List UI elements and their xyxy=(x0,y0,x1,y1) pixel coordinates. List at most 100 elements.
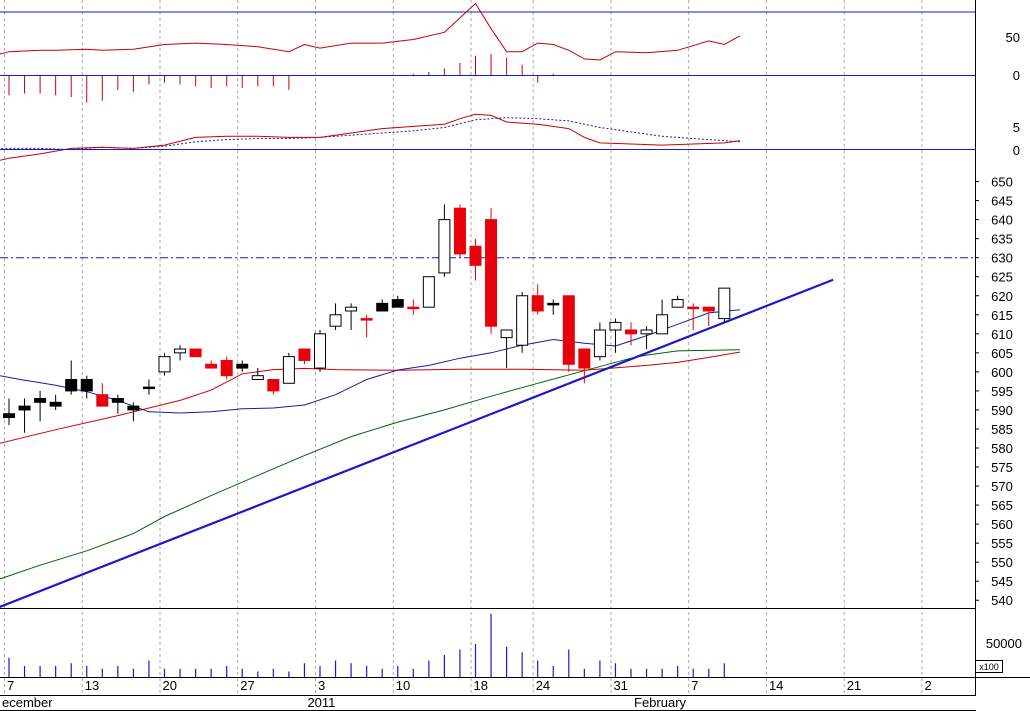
price-tick-label: 630 xyxy=(991,251,1013,266)
month-label: 2011 xyxy=(307,695,335,710)
candle-body xyxy=(453,207,466,255)
oscillator-panel-1 xyxy=(0,2,741,103)
candle-body xyxy=(314,333,326,369)
date-tick-label: 24 xyxy=(536,678,550,693)
date-axis: 7 13 20 27 3 10 18 24 31 7 14 21 2 ecember 2011 Februar… xyxy=(2,678,932,710)
candle-body xyxy=(469,245,482,266)
candle-body xyxy=(702,306,715,312)
price-tick-label: 645 xyxy=(991,194,1013,209)
candle-body xyxy=(422,276,435,308)
candle-body xyxy=(65,378,78,392)
price-tick-label: 640 xyxy=(991,213,1013,228)
candle-body xyxy=(189,348,202,358)
candle-body xyxy=(3,413,15,419)
candle-body xyxy=(438,219,451,274)
price-tick-label: 610 xyxy=(991,327,1013,342)
price-tick-label: 565 xyxy=(991,498,1013,513)
candle-body xyxy=(236,363,249,369)
candle-body xyxy=(360,318,373,321)
candle-body xyxy=(127,405,140,411)
date-tick-label: 14 xyxy=(769,678,783,693)
price-tick-label: 590 xyxy=(991,403,1013,418)
vertical-grid xyxy=(4,0,923,695)
price-tick-label: 540 xyxy=(991,593,1013,608)
candle-body xyxy=(49,401,62,407)
date-tick-label: 13 xyxy=(85,678,99,693)
candle-body xyxy=(96,394,109,407)
month-label: February xyxy=(634,695,687,710)
candle-body xyxy=(220,359,233,377)
candle-body xyxy=(345,306,358,312)
candle-body xyxy=(531,295,544,312)
candle-body xyxy=(578,348,591,369)
candle-body xyxy=(282,356,295,384)
price-tick-label: 560 xyxy=(991,517,1013,532)
price-tick-label: 575 xyxy=(991,460,1013,475)
candle-body xyxy=(671,299,684,308)
candle-body xyxy=(174,348,187,354)
date-tick-label: 18 xyxy=(474,678,488,693)
candle-body xyxy=(687,306,700,310)
moving-average-mid xyxy=(0,351,740,444)
month-label: ecember xyxy=(2,695,53,710)
candle-body xyxy=(267,378,280,392)
price-tick-label: 605 xyxy=(991,346,1013,361)
date-tick-label: 21 xyxy=(847,678,861,693)
candle-body xyxy=(407,306,420,310)
date-tick-label: 7 xyxy=(7,678,14,693)
candle-body xyxy=(656,314,669,335)
candle-body xyxy=(391,299,404,308)
candle-body xyxy=(718,287,731,320)
price-tick-label: 595 xyxy=(991,384,1013,399)
price-panel xyxy=(0,204,975,608)
oscillator-panel-2 xyxy=(0,113,740,161)
price-tick-label: 580 xyxy=(991,441,1013,456)
price-tick-label: 625 xyxy=(991,270,1013,285)
price-tick-label: 585 xyxy=(991,422,1013,437)
oscillator-line xyxy=(0,2,741,61)
price-tick-label: 600 xyxy=(991,365,1013,380)
volume-tick-label: 50000 xyxy=(986,636,1022,651)
candle-body xyxy=(205,363,218,369)
date-tick-label: 10 xyxy=(396,678,410,693)
oscillator-signal-line xyxy=(0,117,740,151)
price-tick-label: 545 xyxy=(991,574,1013,589)
oscillator-main-line xyxy=(0,113,740,161)
price-tick-label: 555 xyxy=(991,536,1013,551)
candle-body xyxy=(562,295,575,365)
date-tick-label: 7 xyxy=(691,678,698,693)
candle-body xyxy=(625,329,637,335)
oscillator-2-tick-label: 5 xyxy=(1013,120,1020,135)
date-tick-label: 20 xyxy=(163,678,177,693)
oscillator-2-tick-label: 0 xyxy=(1013,143,1020,158)
candle-body xyxy=(547,302,560,306)
oscillator-1-tick-label: 0 xyxy=(1013,68,1020,83)
date-tick-label: 27 xyxy=(240,678,254,693)
candle-body xyxy=(640,329,653,335)
bollinger-mid-line xyxy=(0,309,740,414)
candle-body xyxy=(142,386,155,390)
candle-body xyxy=(609,321,622,331)
candle-body xyxy=(500,329,513,339)
date-tick-label: 3 xyxy=(318,678,325,693)
volume-unit-box xyxy=(975,660,1003,673)
volume-panel xyxy=(8,613,725,677)
candle-body xyxy=(298,348,311,361)
date-tick-label: 2 xyxy=(924,678,931,693)
candle-body xyxy=(34,398,47,403)
candle-body xyxy=(251,375,264,380)
price-tick-label: 650 xyxy=(991,175,1013,190)
candle-body xyxy=(593,329,606,358)
trendline xyxy=(0,278,834,608)
candle-body xyxy=(376,302,389,312)
candle-body xyxy=(158,356,171,373)
price-tick-label: 620 xyxy=(991,289,1013,304)
price-tick-label: 635 xyxy=(991,232,1013,247)
candle-body xyxy=(329,314,342,327)
candle-body xyxy=(80,378,93,392)
price-axis: 650 645 640 635 630 625 620 615 610 605 600 595 590 5… xyxy=(975,30,1022,673)
moving-average-long xyxy=(0,349,740,580)
candle-body xyxy=(485,219,498,327)
